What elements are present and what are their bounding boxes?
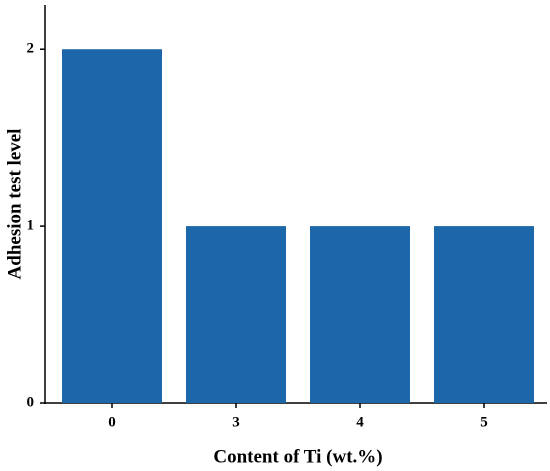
bar (310, 226, 410, 403)
y-tick-label: 2 (27, 41, 35, 57)
bar (434, 226, 534, 403)
y-axis-label: Adhesion test level (4, 129, 25, 280)
x-tick-label: 3 (232, 414, 240, 430)
y-tick-label: 1 (27, 218, 35, 234)
bar (62, 49, 162, 403)
y-tick-label: 0 (27, 394, 35, 410)
x-tick-label: 5 (480, 414, 488, 430)
x-tick-label: 4 (356, 414, 364, 430)
x-axis-label: Content of Ti (wt.%) (213, 446, 382, 467)
bar (186, 226, 286, 403)
x-tick-label: 0 (108, 414, 116, 430)
